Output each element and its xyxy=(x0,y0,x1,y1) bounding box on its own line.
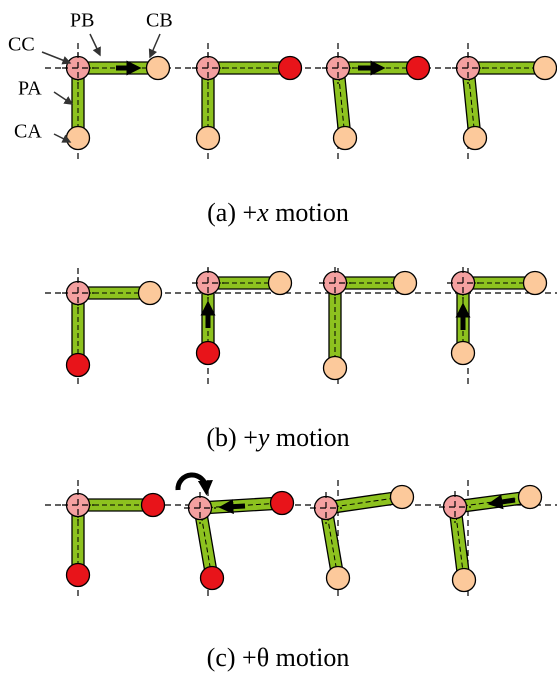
caption: (a) +x motion xyxy=(207,198,349,227)
label: CA xyxy=(14,121,42,143)
joint xyxy=(407,57,430,80)
joint xyxy=(524,272,547,295)
caption-suffix: motion xyxy=(276,643,350,672)
caption-suffix: motion xyxy=(276,423,350,452)
joint xyxy=(271,492,294,515)
caption: (b) +y motion xyxy=(206,423,349,452)
label: CB xyxy=(146,10,173,32)
joint xyxy=(453,569,476,592)
joint xyxy=(201,567,224,590)
shapes xyxy=(45,43,557,600)
caption-variable: x xyxy=(256,198,269,227)
joint xyxy=(534,57,557,80)
joint xyxy=(147,57,170,80)
caption-prefix: (b) + xyxy=(206,423,257,452)
joint xyxy=(197,127,220,150)
joint xyxy=(142,494,165,517)
joint xyxy=(197,342,220,365)
label: CC xyxy=(8,34,35,56)
joint xyxy=(139,282,162,305)
caption-variable: y xyxy=(255,423,270,452)
caption-prefix: (c) +θ xyxy=(207,643,269,672)
caption: (c) +θ motion xyxy=(207,643,350,672)
joint xyxy=(464,127,487,150)
joint xyxy=(269,272,292,295)
joint xyxy=(279,57,302,80)
label: PA xyxy=(18,78,42,100)
motion-arrow xyxy=(226,506,245,507)
label: PB xyxy=(70,10,94,32)
joint xyxy=(67,354,90,377)
figure: CC PB CB PA CA (a) +x motion (b) +y moti… xyxy=(0,0,557,677)
rotation-arrow xyxy=(178,475,206,490)
pointer xyxy=(54,92,72,104)
caption-prefix: (a) + xyxy=(207,198,257,227)
joint xyxy=(67,564,90,587)
pointer xyxy=(150,34,160,57)
joint xyxy=(452,342,475,365)
joint xyxy=(391,486,414,509)
joint xyxy=(519,486,542,509)
joint xyxy=(334,127,357,150)
pointer xyxy=(42,52,70,63)
joint xyxy=(394,272,417,295)
joint xyxy=(67,127,90,150)
motion-arrow xyxy=(495,500,515,503)
joint xyxy=(327,567,350,590)
labels xyxy=(42,34,160,142)
pointer xyxy=(90,34,100,55)
joint xyxy=(324,357,347,380)
caption-suffix: motion xyxy=(275,198,349,227)
